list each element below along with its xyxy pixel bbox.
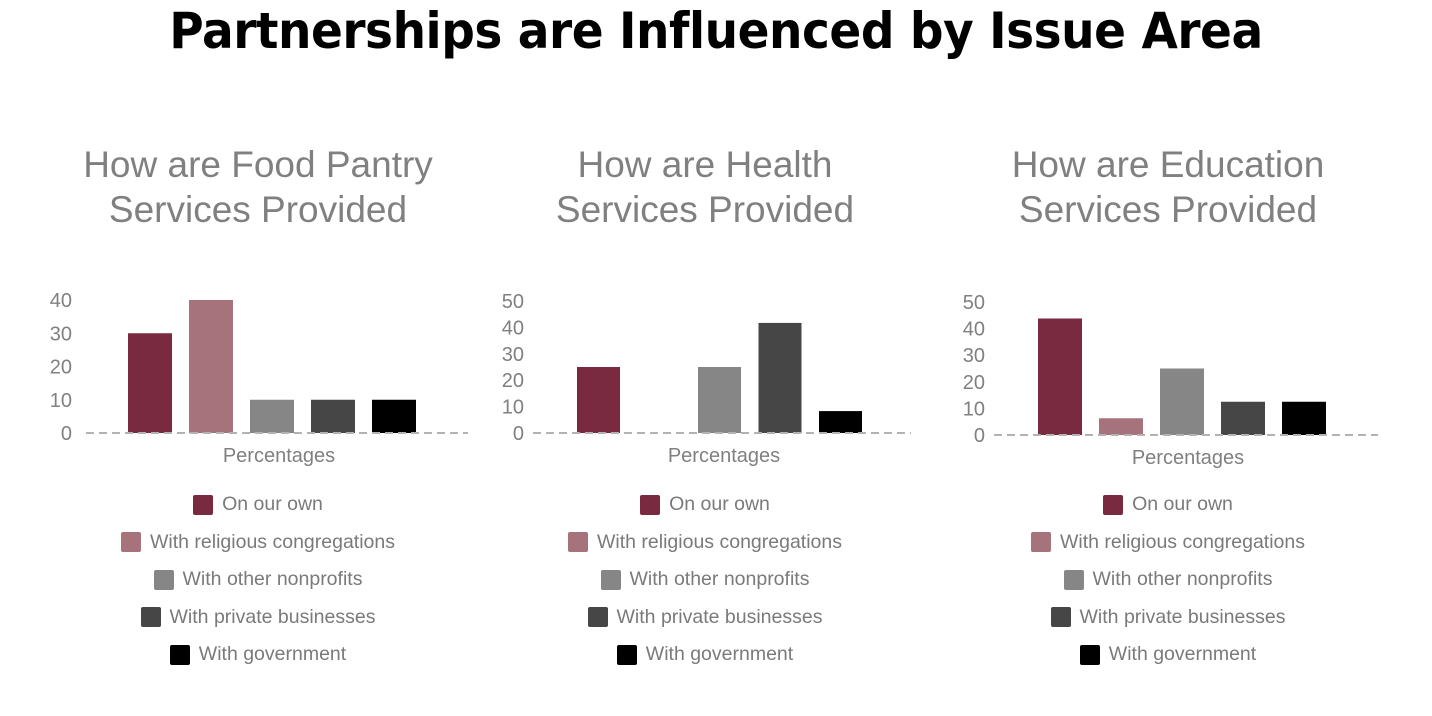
legend-item-with-other-nonprofits: With other nonprofits (938, 561, 1398, 599)
chart-title: How are Food Pantry Services Provided (28, 142, 488, 232)
legend-swatch (1103, 494, 1124, 515)
legend-label: On our own (1132, 493, 1233, 516)
legend-label: With other nonprofits (629, 568, 810, 591)
legend: On our own With religious congregations Wi… (28, 486, 488, 674)
legend-item-with-government: With government (475, 636, 935, 674)
y-tick-label: 30 (963, 345, 985, 367)
legend-item-with-government: With government (28, 636, 488, 674)
page-title: Partnerships are Influenced by Issue Are… (169, 2, 1263, 60)
legend: On our own With religious congregations Wi… (475, 486, 935, 674)
bar-with-government (819, 411, 862, 433)
legend-label: With private businesses (1079, 605, 1286, 628)
chart-panel-education: How are Education Services Provided 0 10 2… (938, 0, 1398, 716)
legend-item-on-our-own: On our own (28, 486, 488, 524)
legend-label: With religious congregations (1060, 530, 1305, 553)
legend-swatch (153, 569, 174, 590)
legend-swatch (121, 532, 142, 553)
y-tick-label: 50 (963, 292, 985, 314)
bar-with-other-nonprofits (1160, 368, 1204, 435)
chart-title-line-1: How are Health (577, 144, 833, 185)
bar-on-our-own (577, 367, 620, 433)
bar-on-our-own (128, 333, 172, 433)
legend: On our own With religious congregations Wi… (938, 486, 1398, 674)
y-tick-label: 20 (50, 357, 72, 379)
legend-swatch (600, 569, 621, 590)
bar-with-private-businesses (311, 399, 355, 433)
legend-item-with-other-nonprofits: With other nonprofits (475, 561, 935, 599)
legend-swatch (587, 607, 608, 628)
x-axis-label: Percentages (1132, 447, 1244, 469)
legend-swatch (1031, 532, 1052, 553)
legend-item-on-our-own: On our own (938, 486, 1398, 524)
bar-chart: 0 10 20 30 40 Percentages (50, 290, 468, 467)
y-tick-label: 10 (50, 390, 72, 412)
y-tick-label: 10 (963, 398, 985, 420)
legend-swatch (616, 644, 637, 665)
legend-item-with-other-nonprofits: With other nonprofits (28, 561, 488, 599)
y-tick-label: 20 (963, 372, 985, 394)
legend-label: With religious congregations (597, 530, 842, 553)
legend-label: With other nonprofits (182, 568, 363, 591)
chart-title-line-1: How are Food Pantry (83, 144, 433, 185)
legend-item-with-private-businesses: With private businesses (938, 599, 1398, 637)
y-tick-label: 40 (50, 290, 72, 312)
legend-label: With government (1108, 643, 1257, 666)
legend-label: With other nonprofits (1092, 568, 1273, 591)
y-tick-label: 30 (50, 323, 72, 345)
legend-swatch (169, 644, 190, 665)
bar-with-other-nonprofits (698, 367, 741, 433)
bar-with-religious-congregations (189, 300, 233, 433)
y-tick-label: 50 (502, 291, 524, 313)
chart-title: How are Health Services Provided (475, 142, 935, 232)
legend-label: With government (198, 643, 347, 666)
legend-label: On our own (222, 493, 323, 516)
legend-item-with-religious-congregations: With religious congregations (28, 524, 488, 562)
bar-with-government (372, 399, 416, 433)
legend-swatch (640, 494, 661, 515)
y-tick-label: 20 (502, 370, 524, 392)
x-axis-label: Percentages (223, 445, 335, 467)
y-tick-label: 30 (502, 344, 524, 366)
chart-panel-food-pantry: How are Food Pantry Services Provided 0 1… (28, 0, 488, 716)
y-tick-label: 0 (61, 423, 72, 445)
bar-with-private-businesses (1221, 401, 1265, 435)
legend-swatch (193, 494, 214, 515)
legend-item-with-private-businesses: With private businesses (28, 599, 488, 637)
legend-item-on-our-own: On our own (475, 486, 935, 524)
legend-swatch (568, 532, 589, 553)
x-axis-label: Percentages (668, 445, 780, 467)
chart-title-line-2: Services Provided (1018, 189, 1318, 230)
chart-title-line-2: Services Provided (108, 189, 408, 230)
legend-swatch (140, 607, 161, 628)
y-tick-label: 10 (502, 397, 524, 419)
legend-item-with-religious-congregations: With religious congregations (475, 524, 935, 562)
legend-item-with-private-businesses: With private businesses (475, 599, 935, 637)
bar-chart: 0 10 20 30 40 50 Percentages (963, 292, 1378, 469)
y-tick-label: 40 (963, 319, 985, 341)
bar-with-government (1282, 401, 1326, 435)
bar-with-private-businesses (758, 322, 802, 433)
bar-on-our-own (1038, 318, 1082, 435)
chart-title-line-1: How are Education (1011, 144, 1325, 185)
bar-chart: 0 10 20 30 40 50 Percentages (502, 291, 911, 467)
y-tick-label: 0 (513, 423, 524, 445)
chart-panel-health: How are Health Services Provided 0 10 20 30… (475, 0, 935, 716)
legend-swatch (1079, 644, 1100, 665)
legend-label: With religious congregations (150, 530, 395, 553)
legend-label: With government (645, 643, 794, 666)
legend-item-with-religious-congregations: With religious congregations (938, 524, 1398, 562)
legend-item-with-government: With government (938, 636, 1398, 674)
y-tick-label: 0 (974, 425, 985, 447)
bar-with-religious-congregations (1099, 418, 1143, 435)
legend-label: With private businesses (169, 605, 376, 628)
chart-title: How are Education Services Provided (938, 142, 1398, 232)
legend-label: On our own (669, 493, 770, 516)
legend-label: With private businesses (616, 605, 823, 628)
chart-title-line-2: Services Provided (555, 189, 855, 230)
legend-swatch (1063, 569, 1084, 590)
bar-with-other-nonprofits (250, 399, 294, 433)
legend-swatch (1050, 607, 1071, 628)
y-tick-label: 40 (502, 317, 524, 339)
